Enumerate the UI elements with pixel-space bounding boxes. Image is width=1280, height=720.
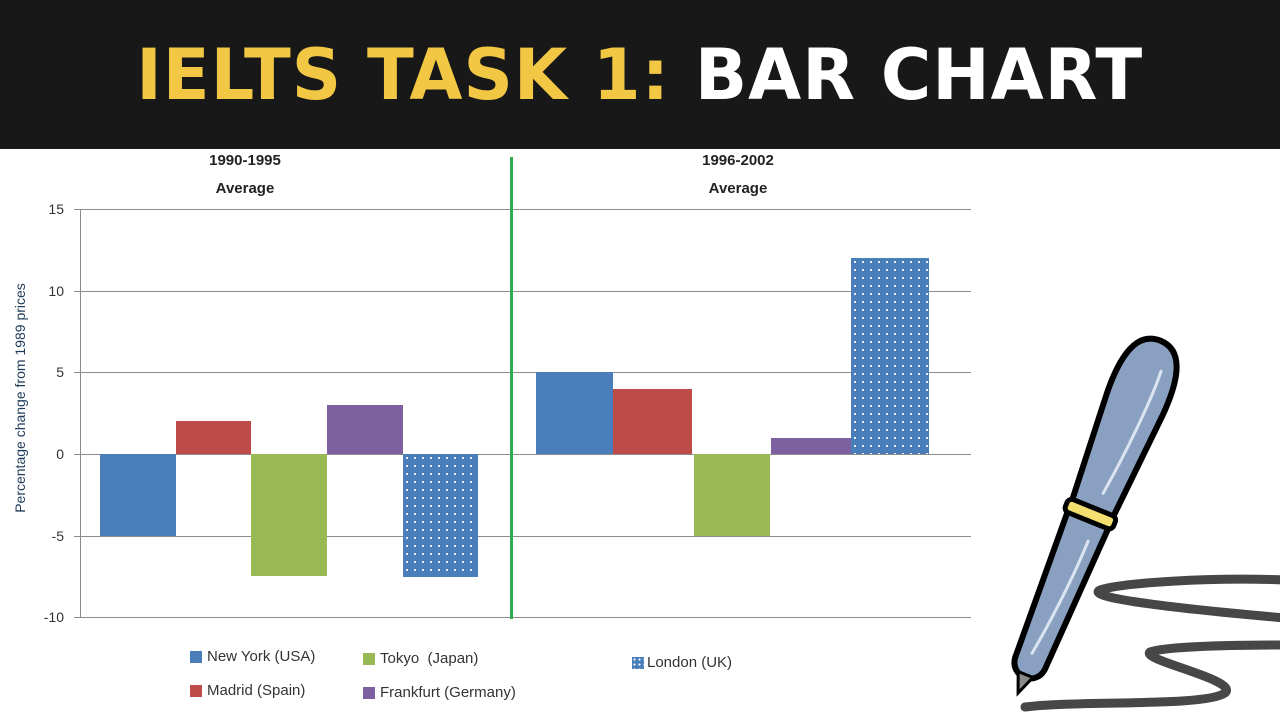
bar-frankfurt-1990-1995 [327, 405, 403, 454]
gridline [80, 372, 971, 373]
gridline-zero [80, 454, 971, 455]
legend-swatch [190, 684, 202, 697]
bar-london-1996-2002 [851, 258, 929, 454]
page-title: IELTS TASK 1: BAR CHART [137, 34, 1144, 116]
group-label-1990-1995: 1990-1995 Average [145, 147, 345, 203]
title-part-ielts: IELTS TASK 1: [136, 33, 671, 116]
group-label-line1: 1996-2002 [702, 152, 774, 169]
legend-item-london: London (UK) [632, 654, 732, 671]
legend-swatch [632, 656, 644, 669]
y-tick: 5 [56, 364, 64, 380]
legend-item-madrid: Madrid (Spain) [190, 682, 305, 699]
group-label-line1: 1990-1995 [209, 152, 281, 169]
tick-mark [74, 291, 80, 292]
legend-item-tokyo: Tokyo (Japan) [363, 650, 478, 667]
bar-new-york-1990-1995 [100, 454, 176, 536]
bar-madrid-1990-1995 [176, 421, 251, 454]
title-part-bar-chart: BAR CHART [695, 33, 1144, 116]
bar-tokyo-1990-1995 [251, 454, 327, 576]
y-tick: 0 [56, 446, 64, 462]
gridline [80, 291, 971, 292]
y-tick: 10 [48, 283, 64, 299]
group-label-line2: Average [215, 180, 275, 197]
gridline [80, 536, 971, 537]
y-axis [80, 209, 81, 618]
bar-madrid-1996-2002 [613, 389, 692, 454]
gridline [80, 617, 971, 618]
pen-icon [1011, 335, 1280, 712]
title-banner: IELTS TASK 1: BAR CHART [0, 0, 1280, 149]
tick-mark [74, 536, 80, 537]
legend-item-frankfurt: Frankfurt (Germany) [363, 684, 516, 701]
legend-item-new-york: New York (USA) [190, 648, 315, 665]
group-label-1996-2002: 1996-2002 Average [638, 147, 838, 203]
group-label-line2: Average [708, 180, 768, 197]
y-tick: -5 [51, 528, 64, 544]
legend-label: London (UK) [647, 654, 733, 671]
bar-tokyo-1996-2002 [694, 454, 770, 536]
tick-mark [74, 372, 80, 373]
gridline [80, 209, 971, 210]
legend-label: Frankfurt (Germany) [380, 684, 516, 701]
legend-swatch [363, 686, 375, 699]
y-tick: 15 [48, 201, 64, 217]
tick-mark [74, 454, 80, 455]
bar-london-1990-1995 [403, 454, 478, 577]
legend-label: Tokyo (Japan) [380, 650, 479, 667]
legend-label: New York (USA) [207, 648, 316, 665]
legend-swatch [190, 650, 202, 663]
legend-swatch [363, 652, 375, 665]
legend-label: Madrid (Spain) [207, 682, 306, 699]
bar-frankfurt-1996-2002 [771, 438, 851, 454]
period-divider-line [510, 157, 513, 619]
tick-mark [74, 617, 80, 618]
tick-mark [74, 209, 80, 210]
bar-new-york-1996-2002 [536, 372, 613, 454]
y-tick: -10 [43, 609, 64, 625]
